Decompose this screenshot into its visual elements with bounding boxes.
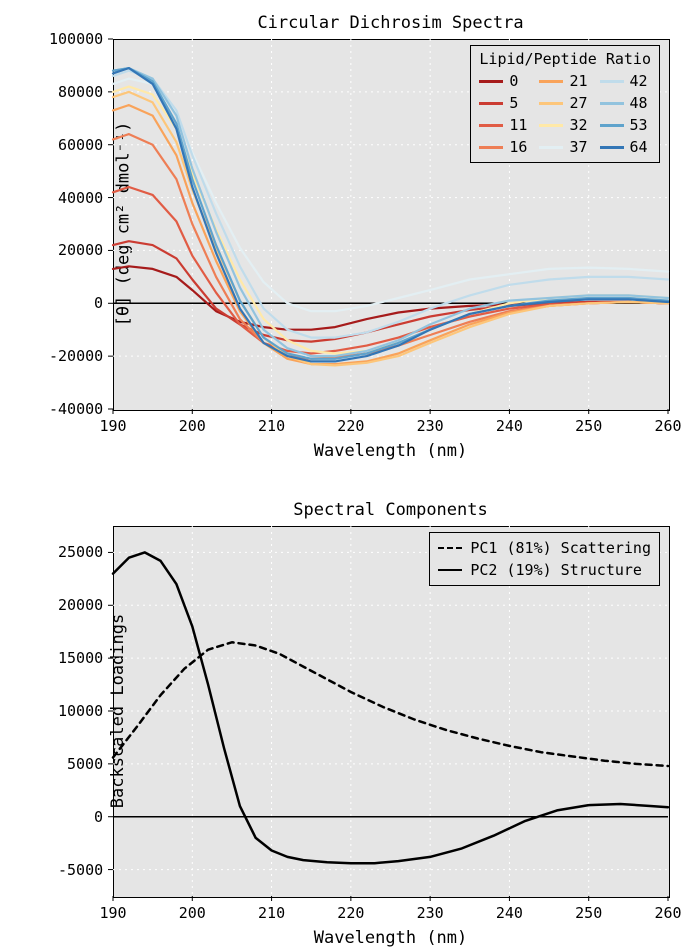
spectral-components-series-0 bbox=[113, 642, 668, 766]
legend-item: 16 bbox=[479, 136, 527, 158]
legend-label: PC1 (81%) Scattering bbox=[470, 539, 651, 557]
cd-spectra-xtick-label: 240 bbox=[496, 417, 523, 435]
legend-label: 37 bbox=[569, 138, 587, 156]
legend-item: 0 bbox=[479, 70, 527, 92]
legend-label: PC2 (19%) Structure bbox=[470, 561, 642, 579]
cd-spectra-xtick-label: 220 bbox=[337, 417, 364, 435]
legend-item: 48 bbox=[600, 92, 648, 114]
spectral-components-ytick-label: -5000 bbox=[58, 861, 103, 879]
spectral-components-xtick-label: 200 bbox=[179, 904, 206, 922]
figure-container: Circular Dichrosim Spectra Wavelength (nm… bbox=[0, 0, 700, 946]
legend-item: 5 bbox=[479, 92, 527, 114]
spectral-components-xlabel: Wavelength (nm) bbox=[314, 928, 468, 948]
cd-spectra-title: Circular Dichrosim Spectra bbox=[257, 13, 523, 33]
legend-item: PC2 (19%) Structure bbox=[438, 559, 651, 581]
cd-spectra-ytick-label: 0 bbox=[94, 294, 103, 312]
spectral-components-xtick-label: 220 bbox=[337, 904, 364, 922]
spectral-components-xtick-label: 230 bbox=[417, 904, 444, 922]
legend-label: 5 bbox=[509, 94, 518, 112]
legend-item: 32 bbox=[539, 114, 587, 136]
legend-swatch bbox=[539, 124, 563, 127]
cd-spectra-series-1 bbox=[113, 241, 668, 341]
spectral-components-xtick-label: 250 bbox=[575, 904, 602, 922]
cd-spectra-xlabel: Wavelength (nm) bbox=[314, 441, 468, 461]
cd-spectra-ytick-label: -40000 bbox=[49, 400, 103, 418]
legend-label: 64 bbox=[630, 138, 648, 156]
legend-item: 64 bbox=[600, 136, 648, 158]
legend-swatch bbox=[600, 146, 624, 149]
cd-spectra-xtick-label: 210 bbox=[258, 417, 285, 435]
legend-item: 37 bbox=[539, 136, 587, 158]
legend-label: 27 bbox=[569, 94, 587, 112]
legend-label: 42 bbox=[630, 72, 648, 90]
cd-spectra-xtick-label: 230 bbox=[417, 417, 444, 435]
legend-swatch bbox=[479, 146, 503, 149]
spectral-components-ytick-label: 15000 bbox=[58, 649, 103, 667]
legend-swatch bbox=[600, 80, 624, 83]
spectral-components-ytick-label: 10000 bbox=[58, 702, 103, 720]
legend-swatch bbox=[600, 124, 624, 127]
spectral-components-title: Spectral Components bbox=[293, 500, 487, 520]
cd-spectra-ytick-label: 60000 bbox=[58, 136, 103, 154]
legend-label: 11 bbox=[509, 116, 527, 134]
legend-line-icon bbox=[438, 547, 462, 549]
cd-spectra-ytick-label: 100000 bbox=[49, 30, 103, 48]
spectral-components-ytick-label: 5000 bbox=[67, 755, 103, 773]
legend-item: 53 bbox=[600, 114, 648, 136]
cd-spectra-xtick-label: 250 bbox=[575, 417, 602, 435]
legend-swatch bbox=[479, 80, 503, 83]
legend-swatch bbox=[539, 80, 563, 83]
cd-spectra-xtick-label: 190 bbox=[99, 417, 126, 435]
legend-label: 48 bbox=[630, 94, 648, 112]
spectral-components-ytick-label: 25000 bbox=[58, 543, 103, 561]
legend-label: 53 bbox=[630, 116, 648, 134]
legend-line-icon bbox=[438, 569, 462, 571]
spectral-components-xtick-label: 210 bbox=[258, 904, 285, 922]
legend-item: PC1 (81%) Scattering bbox=[438, 537, 651, 559]
cd-spectra-legend-title: Lipid/Peptide Ratio bbox=[479, 50, 651, 68]
cd-spectra-legend: Lipid/Peptide Ratio 0 5 11 16 21 27 32 37 42 48 53 6… bbox=[470, 45, 660, 163]
legend-swatch bbox=[539, 146, 563, 149]
cd-spectra-ytick-label: -20000 bbox=[49, 347, 103, 365]
legend-item: 21 bbox=[539, 70, 587, 92]
legend-swatch bbox=[479, 124, 503, 127]
spectral-components-ytick-label: 20000 bbox=[58, 596, 103, 614]
spectral-components-xtick-label: 240 bbox=[496, 904, 523, 922]
spectral-components-legend: PC1 (81%) Scattering PC2 (19%) Structure bbox=[429, 532, 660, 586]
legend-label: 32 bbox=[569, 116, 587, 134]
cd-spectra-xtick-label: 260 bbox=[654, 417, 681, 435]
spectral-components-xtick-label: 190 bbox=[99, 904, 126, 922]
legend-swatch bbox=[479, 102, 503, 105]
legend-item: 42 bbox=[600, 70, 648, 92]
cd-spectra-xtick-label: 200 bbox=[179, 417, 206, 435]
cd-spectra-ytick-label: 40000 bbox=[58, 189, 103, 207]
cd-spectra-ytick-label: 80000 bbox=[58, 83, 103, 101]
legend-item: 27 bbox=[539, 92, 587, 114]
legend-label: 0 bbox=[509, 72, 518, 90]
legend-swatch bbox=[600, 102, 624, 105]
spectral-components-xtick-label: 260 bbox=[654, 904, 681, 922]
legend-item: 11 bbox=[479, 114, 527, 136]
legend-label: 21 bbox=[569, 72, 587, 90]
legend-label: 16 bbox=[509, 138, 527, 156]
cd-spectra-ytick-label: 20000 bbox=[58, 241, 103, 259]
spectral-components-ytick-label: 0 bbox=[94, 808, 103, 826]
legend-swatch bbox=[539, 102, 563, 105]
